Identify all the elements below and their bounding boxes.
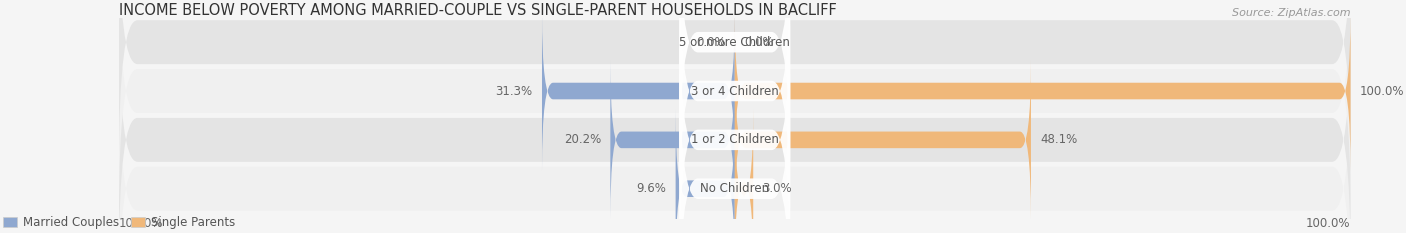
FancyBboxPatch shape (679, 4, 790, 233)
Text: 100.0%: 100.0% (1360, 85, 1405, 98)
Text: No Children: No Children (700, 182, 769, 195)
Text: 31.3%: 31.3% (496, 85, 533, 98)
FancyBboxPatch shape (610, 60, 735, 219)
Text: 100.0%: 100.0% (1306, 217, 1351, 230)
FancyBboxPatch shape (735, 109, 754, 233)
Text: 0.0%: 0.0% (744, 36, 773, 49)
Text: 1 or 2 Children: 1 or 2 Children (690, 133, 779, 146)
FancyBboxPatch shape (676, 109, 735, 233)
FancyBboxPatch shape (120, 0, 1351, 167)
FancyBboxPatch shape (679, 0, 790, 227)
Text: Source: ZipAtlas.com: Source: ZipAtlas.com (1232, 8, 1351, 18)
FancyBboxPatch shape (679, 0, 790, 178)
Text: 20.2%: 20.2% (564, 133, 602, 146)
Text: 100.0%: 100.0% (120, 217, 163, 230)
Text: 5 or more Children: 5 or more Children (679, 36, 790, 49)
Text: 48.1%: 48.1% (1040, 133, 1077, 146)
Text: INCOME BELOW POVERTY AMONG MARRIED-COUPLE VS SINGLE-PARENT HOUSEHOLDS IN BACLIFF: INCOME BELOW POVERTY AMONG MARRIED-COUPL… (120, 3, 837, 18)
FancyBboxPatch shape (735, 11, 1351, 171)
FancyBboxPatch shape (120, 64, 1351, 233)
Text: 9.6%: 9.6% (637, 182, 666, 195)
Text: 3.0%: 3.0% (762, 182, 792, 195)
Text: 0.0%: 0.0% (696, 36, 725, 49)
Legend: Married Couples, Single Parents: Married Couples, Single Parents (3, 216, 235, 229)
FancyBboxPatch shape (541, 11, 735, 171)
FancyBboxPatch shape (120, 15, 1351, 233)
FancyBboxPatch shape (120, 0, 1351, 216)
FancyBboxPatch shape (679, 52, 790, 233)
FancyBboxPatch shape (735, 60, 1031, 219)
Text: 3 or 4 Children: 3 or 4 Children (690, 85, 779, 98)
